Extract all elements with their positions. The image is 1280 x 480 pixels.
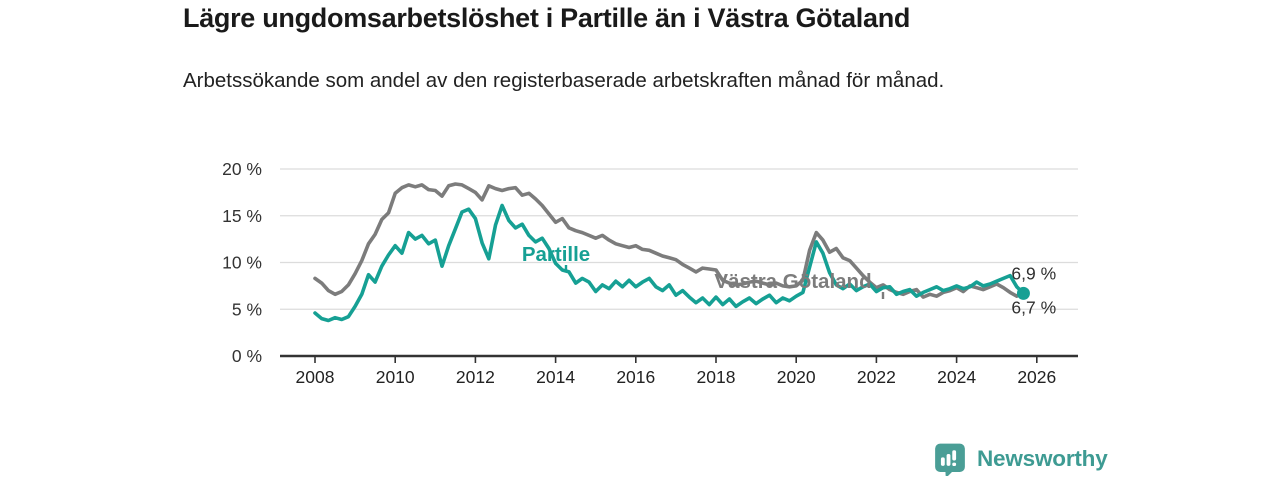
x-axis-tick-label: 2012 <box>456 367 495 387</box>
y-axis-tick-label: 15 % <box>222 206 262 226</box>
series-label-v-stra-g-taland: Västra Götaland <box>714 270 871 293</box>
y-axis-tick-label: 5 % <box>232 299 262 319</box>
series-line-v-stra-g-taland <box>313 182 1026 299</box>
newsworthy-logo-icon <box>935 443 965 476</box>
series-line-partille <box>313 203 1026 323</box>
x-axis-tick-label: 2020 <box>777 367 816 387</box>
y-axis-tick-label: 0 % <box>232 346 262 366</box>
x-axis-tick-label: 2022 <box>857 367 896 387</box>
end-value-label-upper: 6,9 % <box>1011 263 1056 283</box>
x-axis-tick-label: 2026 <box>1017 367 1056 387</box>
x-axis-tick-label: 2014 <box>536 367 575 387</box>
x-axis-tick-label: 2024 <box>937 367 976 387</box>
y-axis-tick-label: 20 % <box>222 159 262 179</box>
newsworthy-logo-text: Newsworthy <box>977 445 1108 471</box>
chart-subtitle: Arbetssökande som andel av den registerb… <box>183 69 945 92</box>
series-end-dot <box>1016 286 1030 300</box>
series-label-partille: Partille <box>522 243 590 266</box>
x-axis-tick-label: 2008 <box>296 367 335 387</box>
x-axis-tick-label: 2016 <box>616 367 655 387</box>
y-axis-tick-label: 10 % <box>222 253 262 273</box>
x-axis-tick-label: 2010 <box>376 367 415 387</box>
end-value-label-lower: 6,7 % <box>1011 297 1056 317</box>
x-axis-tick-label: 2018 <box>697 367 736 387</box>
chart-title: Lägre ungdomsarbetslöshet i Partille än … <box>183 3 911 33</box>
newsworthy-logo: Newsworthy <box>933 441 1108 476</box>
